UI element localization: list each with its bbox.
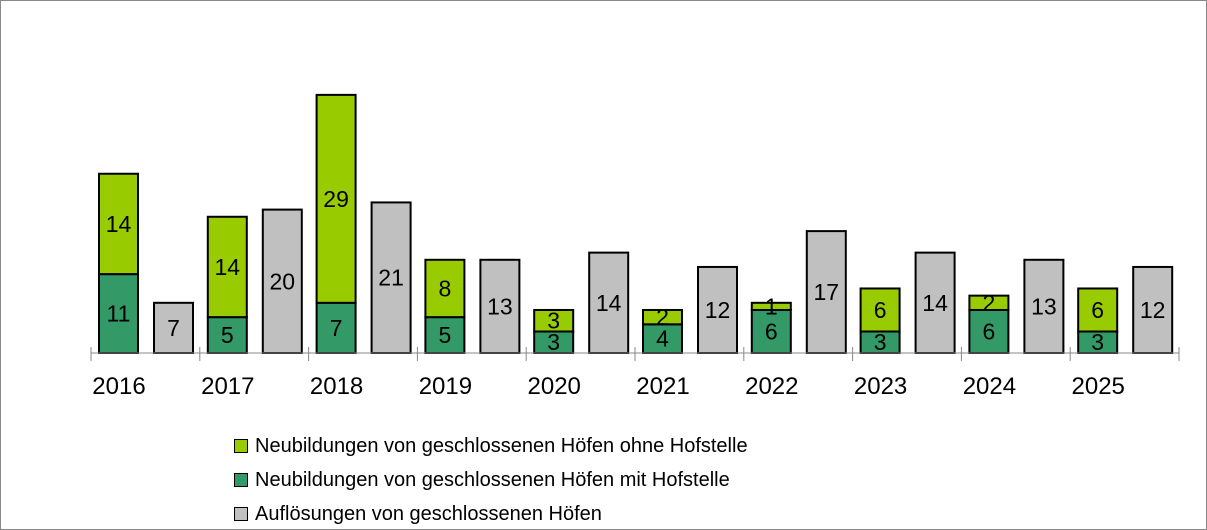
bar-aufloesungen xyxy=(805,230,847,354)
legend-label: Neubildungen von geschlossenen Höfen ohn… xyxy=(255,434,748,457)
bar-ohne-hofstelle xyxy=(642,308,683,326)
data-label: 1 xyxy=(765,293,778,319)
legend-label: Neubildungen von geschlossenen Höfen mit… xyxy=(255,468,730,491)
bar-ohne-hofstelle xyxy=(98,172,139,276)
data-label: 4 xyxy=(656,326,669,352)
x-tick-label: 2016 xyxy=(92,373,145,400)
legend-item-aufloesungen: Auflösungen von geschlossenen Höfen xyxy=(234,497,748,529)
data-label: 3 xyxy=(1091,329,1104,355)
bar-mit-hofstelle xyxy=(315,301,357,354)
x-tick-label: 2022 xyxy=(745,373,798,400)
x-tick-label: 2024 xyxy=(963,373,1016,400)
data-label: 21 xyxy=(378,265,404,291)
x-tick-label: 2019 xyxy=(419,373,472,400)
data-label: 20 xyxy=(270,268,296,294)
data-label: 2 xyxy=(983,290,996,316)
data-label: 29 xyxy=(323,186,349,212)
data-label: 14 xyxy=(106,211,132,237)
legend-item-ohne-hofstelle: Neubildungen von geschlossenen Höfen ohn… xyxy=(234,429,748,463)
data-label: 14 xyxy=(596,290,622,316)
legend-swatch xyxy=(234,439,248,453)
legend-item-mit-hofstelle: Neubildungen von geschlossenen Höfen mit… xyxy=(234,463,748,497)
data-label: 6 xyxy=(765,318,778,344)
legend: Neubildungen von geschlossenen Höfen ohn… xyxy=(234,429,748,529)
x-tick-label: 2020 xyxy=(528,373,581,400)
bar-ohne-hofstelle xyxy=(315,93,357,304)
data-label: 14 xyxy=(215,254,241,280)
data-label: 5 xyxy=(439,322,452,348)
data-label: 3 xyxy=(547,308,560,334)
data-label: 7 xyxy=(167,315,180,341)
data-label: 12 xyxy=(1140,297,1166,323)
data-label: 13 xyxy=(487,293,513,319)
legend-label: Auflösungen von geschlossenen Höfen xyxy=(255,502,602,525)
data-label: 11 xyxy=(107,301,131,327)
x-tick-label: 2021 xyxy=(636,373,689,400)
bar-aufloesungen xyxy=(1023,258,1065,355)
data-label: 7 xyxy=(330,315,343,341)
data-label: 13 xyxy=(1031,293,1057,319)
bar-ohne-hofstelle xyxy=(859,287,901,333)
bar-ohne-hofstelle xyxy=(968,294,1010,311)
data-label: 3 xyxy=(874,329,887,355)
data-label: 2 xyxy=(656,304,669,330)
bar-ohne-hofstelle xyxy=(424,258,466,319)
bar-ohne-hofstelle xyxy=(1077,287,1119,333)
legend-swatch xyxy=(234,507,248,521)
bar-mit-hofstelle xyxy=(424,316,466,354)
data-label: 6 xyxy=(874,297,887,323)
data-label: 6 xyxy=(1091,297,1104,323)
bar-ohne-hofstelle xyxy=(750,301,792,311)
data-label: 14 xyxy=(922,290,948,316)
data-label: 3 xyxy=(547,329,560,355)
bar-aufloesungen xyxy=(370,201,412,354)
data-label: 5 xyxy=(221,322,234,348)
bar-aufloesungen xyxy=(1132,265,1174,354)
x-tick-label: 2023 xyxy=(854,373,907,400)
data-label: 8 xyxy=(439,275,452,301)
bar-ohne-hofstelle xyxy=(533,308,575,333)
bar-aufloesungen xyxy=(261,208,303,354)
data-label: 12 xyxy=(705,297,731,323)
data-label: 6 xyxy=(983,318,996,344)
bar-aufloesungen xyxy=(479,258,521,355)
x-tick-label: 2025 xyxy=(1072,373,1125,400)
bar-ohne-hofstelle xyxy=(206,215,248,319)
x-tick-label: 2018 xyxy=(310,373,363,400)
x-tick-label: 2017 xyxy=(201,373,254,400)
bar-aufloesungen xyxy=(914,251,956,354)
data-label: 17 xyxy=(814,279,840,305)
legend-swatch xyxy=(234,473,248,487)
